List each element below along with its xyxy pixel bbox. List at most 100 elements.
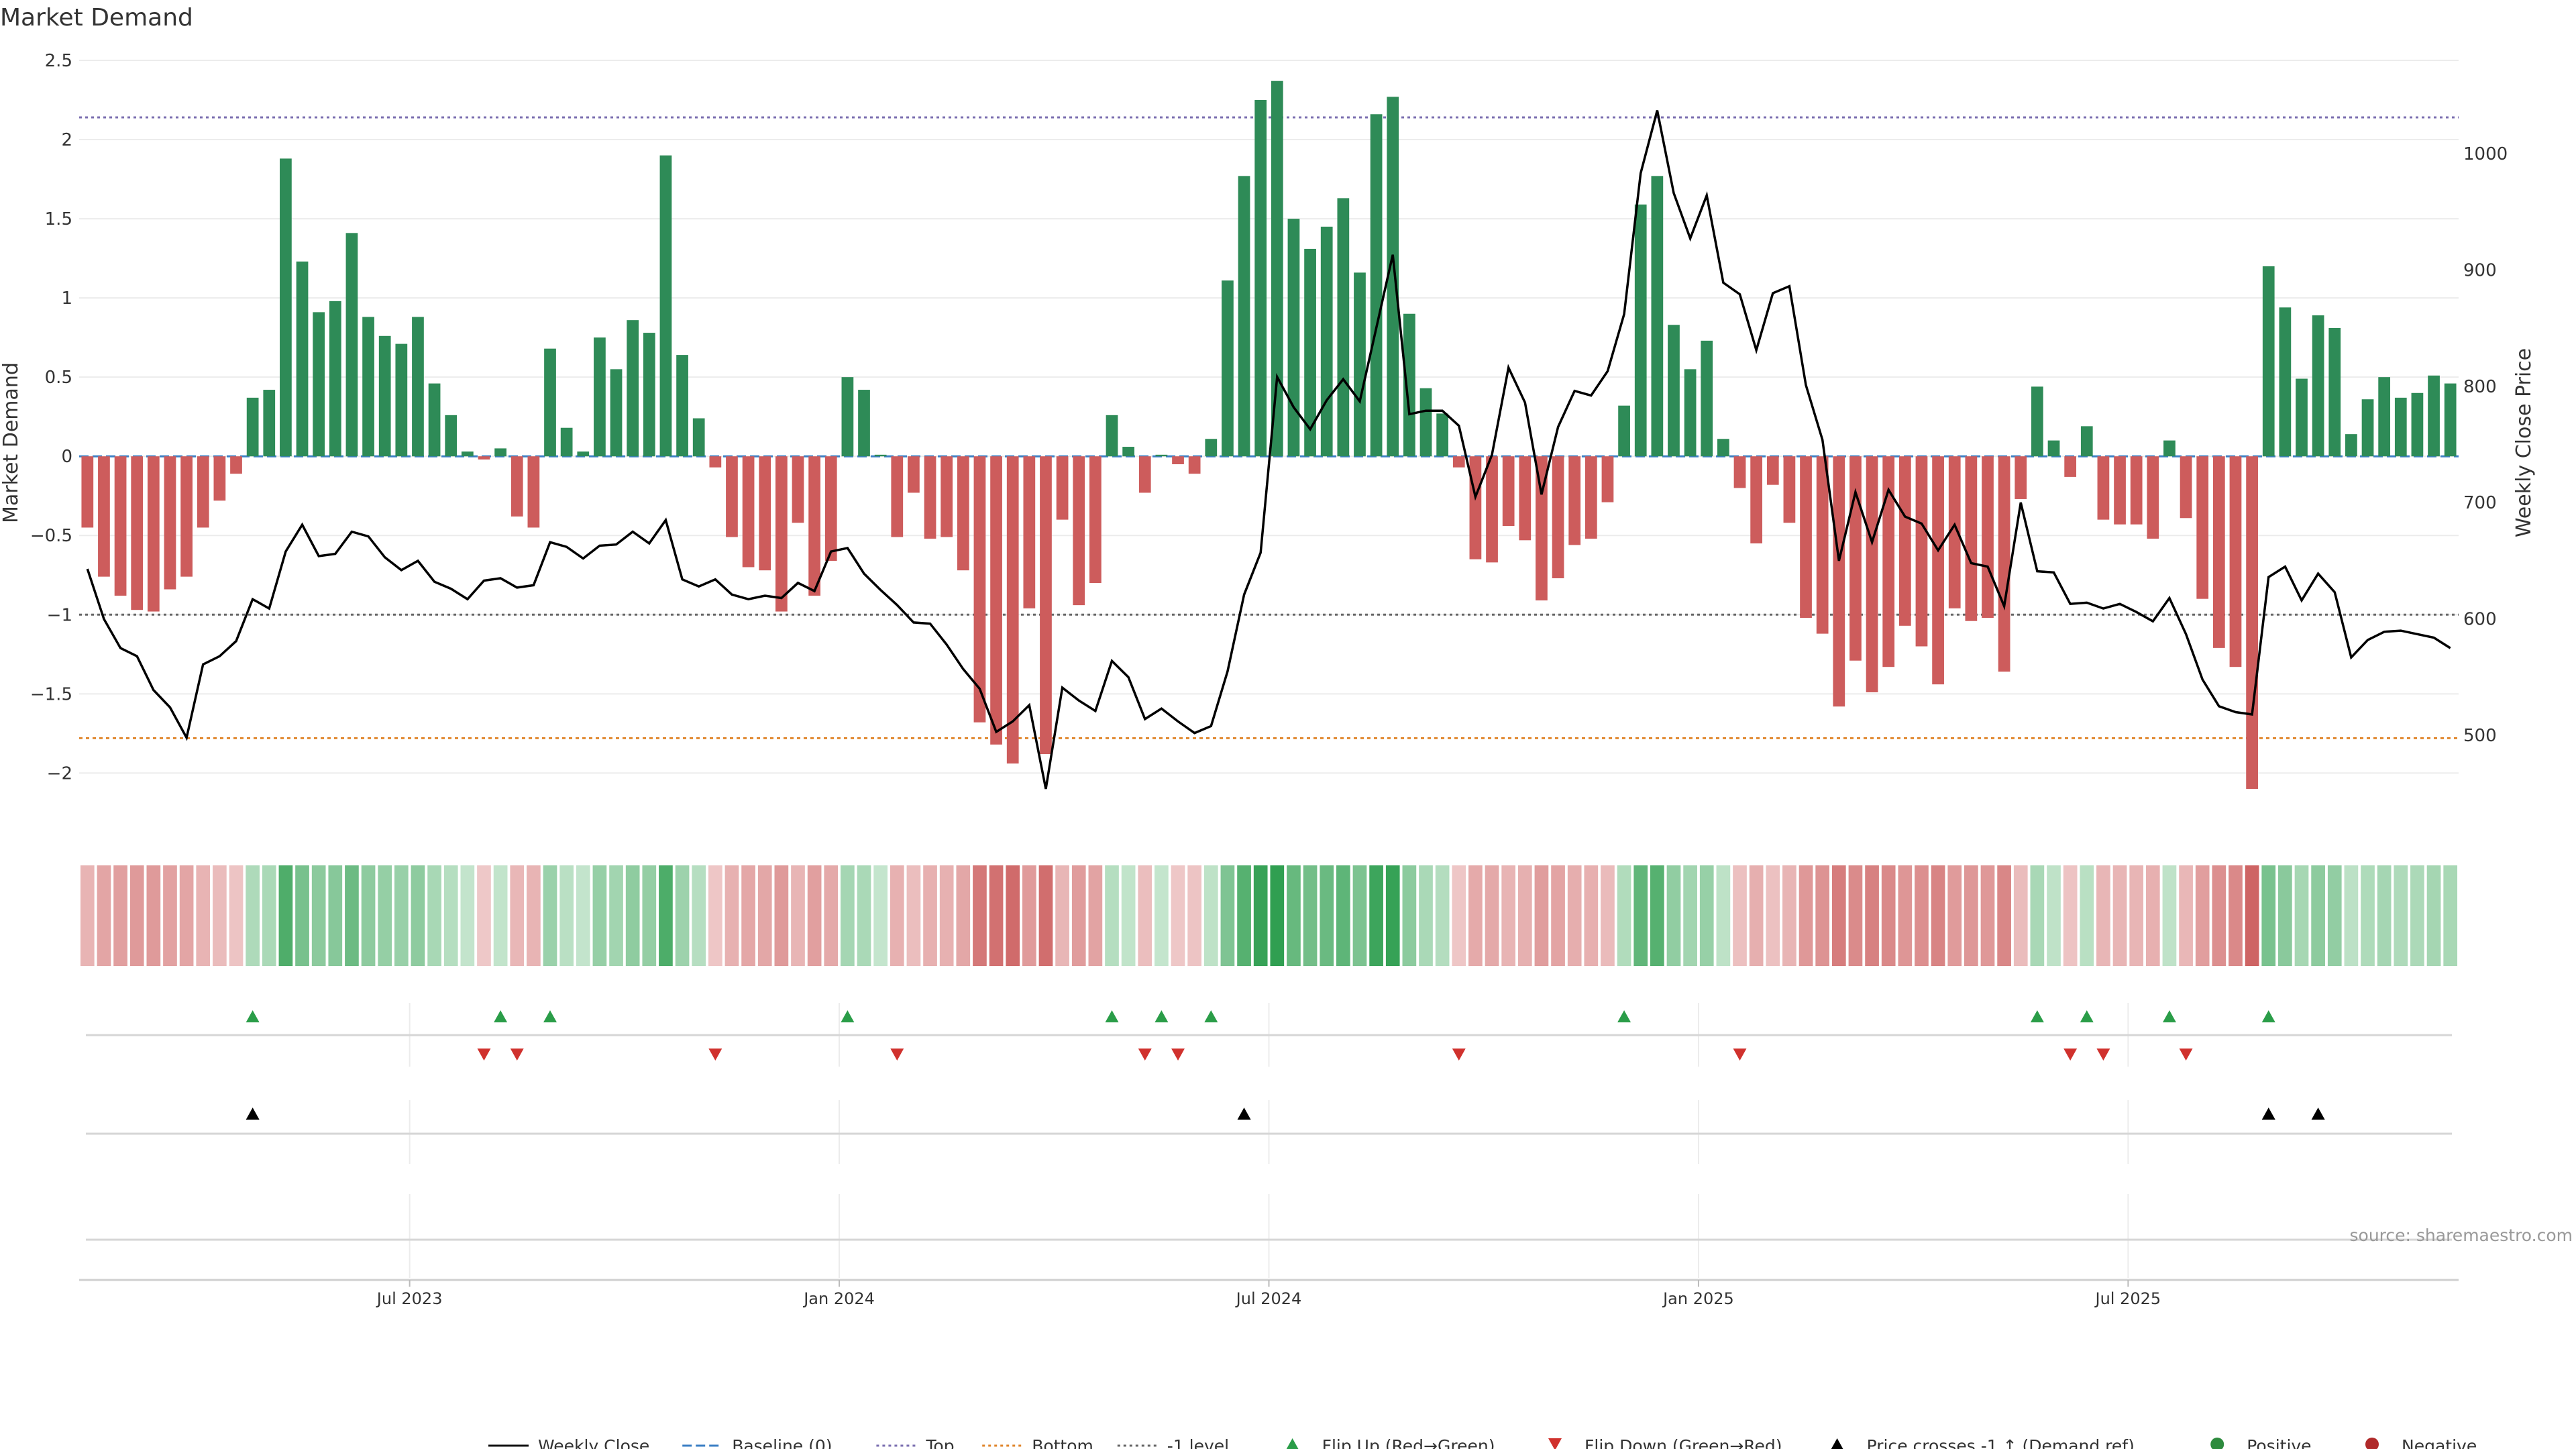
legend-item: Price crosses -1 ↑ (Demand ref) bbox=[1831, 1436, 2135, 1449]
demand-bar bbox=[2180, 456, 2192, 519]
demand-bar bbox=[1387, 97, 1399, 457]
demand-bar bbox=[1634, 204, 1647, 457]
heat-cell bbox=[774, 865, 789, 966]
heat-cell bbox=[1766, 865, 1780, 966]
demand-bar bbox=[1684, 369, 1697, 457]
heat-cell bbox=[791, 865, 805, 966]
demand-bar bbox=[1800, 456, 1812, 619]
heat-cell bbox=[973, 865, 987, 966]
demand-bar bbox=[594, 337, 606, 457]
left-tick-label: 2.5 bbox=[45, 51, 72, 71]
heat-cell bbox=[2394, 865, 2408, 966]
demand-bar bbox=[726, 456, 738, 537]
demand-bar bbox=[2378, 377, 2391, 457]
heat-cell bbox=[724, 865, 739, 966]
heat-cell bbox=[2063, 865, 2078, 966]
heat-cell bbox=[2179, 865, 2193, 966]
heat-cell bbox=[1419, 865, 1433, 966]
heat-cell bbox=[642, 865, 657, 966]
demand-bar bbox=[329, 301, 341, 457]
heat-cell bbox=[1517, 865, 1532, 966]
heat-cell bbox=[873, 865, 888, 966]
demand-bar bbox=[296, 261, 309, 457]
demand-bar bbox=[1452, 456, 1465, 468]
flip-down-marker bbox=[1733, 1049, 1747, 1061]
demand-bar bbox=[2114, 456, 2126, 525]
legend-swatch-triangle-up bbox=[1831, 1438, 1843, 1449]
heat-cell bbox=[1320, 865, 1334, 966]
flip-down-marker bbox=[1171, 1049, 1185, 1061]
legend-item: Top bbox=[876, 1436, 955, 1449]
heat-cell bbox=[2327, 865, 2342, 966]
heat-cell bbox=[1237, 865, 1251, 966]
demand-bar bbox=[428, 383, 441, 457]
heat-cell bbox=[2195, 865, 2210, 966]
left-tick-label: 1.5 bbox=[45, 209, 72, 229]
demand-bar bbox=[2031, 386, 2043, 457]
heat-cell bbox=[1385, 865, 1400, 966]
price-cross-marker bbox=[2261, 1108, 2275, 1120]
demand-bar bbox=[973, 456, 986, 722]
heat-cell bbox=[2377, 865, 2392, 966]
demand-bar bbox=[1354, 272, 1366, 457]
heat-cell bbox=[824, 865, 839, 966]
demand-bar bbox=[2097, 456, 2110, 520]
flip-down-marker bbox=[477, 1049, 491, 1061]
heat-cell bbox=[659, 865, 673, 966]
heat-cell bbox=[2410, 865, 2424, 966]
demand-bar bbox=[627, 320, 639, 457]
demand-bar bbox=[1982, 456, 1994, 619]
heat-cell bbox=[1947, 865, 1962, 966]
heat-cell bbox=[345, 865, 359, 966]
heat-cell bbox=[559, 865, 574, 966]
demand-bar bbox=[1536, 456, 1548, 601]
demand-bar bbox=[1833, 456, 1845, 707]
heat-cell bbox=[1287, 865, 1301, 966]
heat-cell bbox=[1666, 865, 1681, 966]
demand-bar bbox=[659, 155, 672, 457]
demand-bar bbox=[1668, 325, 1680, 457]
source-note: source: sharemaestro.com bbox=[2350, 1226, 2573, 1245]
demand-bar bbox=[858, 390, 870, 457]
right-tick-label: 700 bbox=[2463, 493, 2497, 513]
demand-bar bbox=[577, 451, 590, 457]
heat-cell bbox=[2162, 865, 2177, 966]
demand-bar bbox=[957, 456, 969, 571]
demand-bar bbox=[1122, 447, 1134, 457]
demand-bar bbox=[1172, 456, 1184, 465]
x-tick-label: Jan 2024 bbox=[802, 1289, 875, 1308]
heat-cell bbox=[1782, 865, 1796, 966]
demand-bar bbox=[643, 333, 655, 457]
heat-cell bbox=[1534, 865, 1549, 966]
heat-cell bbox=[989, 865, 1004, 966]
demand-bar bbox=[395, 343, 408, 457]
heat-cell bbox=[1435, 865, 1450, 966]
legend-label: Flip Down (Green→Red) bbox=[1585, 1436, 1782, 1449]
demand-bar bbox=[478, 456, 490, 460]
flip-up-marker bbox=[2162, 1010, 2176, 1022]
heat-cell bbox=[427, 865, 441, 966]
heat-cell bbox=[939, 865, 954, 966]
flip-up-marker bbox=[1204, 1010, 1218, 1022]
legend-label: Flip Up (Red→Green) bbox=[1322, 1436, 1495, 1449]
flip-up-marker bbox=[246, 1010, 260, 1022]
heat-cell bbox=[1683, 865, 1697, 966]
heat-cell bbox=[2245, 865, 2259, 966]
left-tick-label: 0.5 bbox=[45, 368, 72, 388]
heat-cell bbox=[129, 865, 144, 966]
heat-cell bbox=[246, 865, 260, 966]
price-cross-marker bbox=[1237, 1108, 1251, 1120]
demand-bar bbox=[2080, 426, 2093, 457]
heat-cell bbox=[113, 865, 127, 966]
right-axis-title: Weekly Close Price bbox=[2512, 348, 2536, 537]
demand-bar bbox=[1205, 439, 1218, 457]
heat-cell bbox=[2294, 865, 2309, 966]
heat-cell bbox=[1617, 865, 1631, 966]
demand-bar bbox=[1898, 456, 1911, 626]
demand-bar bbox=[2296, 378, 2308, 457]
heat-cell bbox=[295, 865, 309, 966]
heat-cell bbox=[1831, 865, 1846, 966]
heat-cell bbox=[757, 865, 772, 966]
heat-cell bbox=[1336, 865, 1350, 966]
heat-cell bbox=[675, 865, 690, 966]
